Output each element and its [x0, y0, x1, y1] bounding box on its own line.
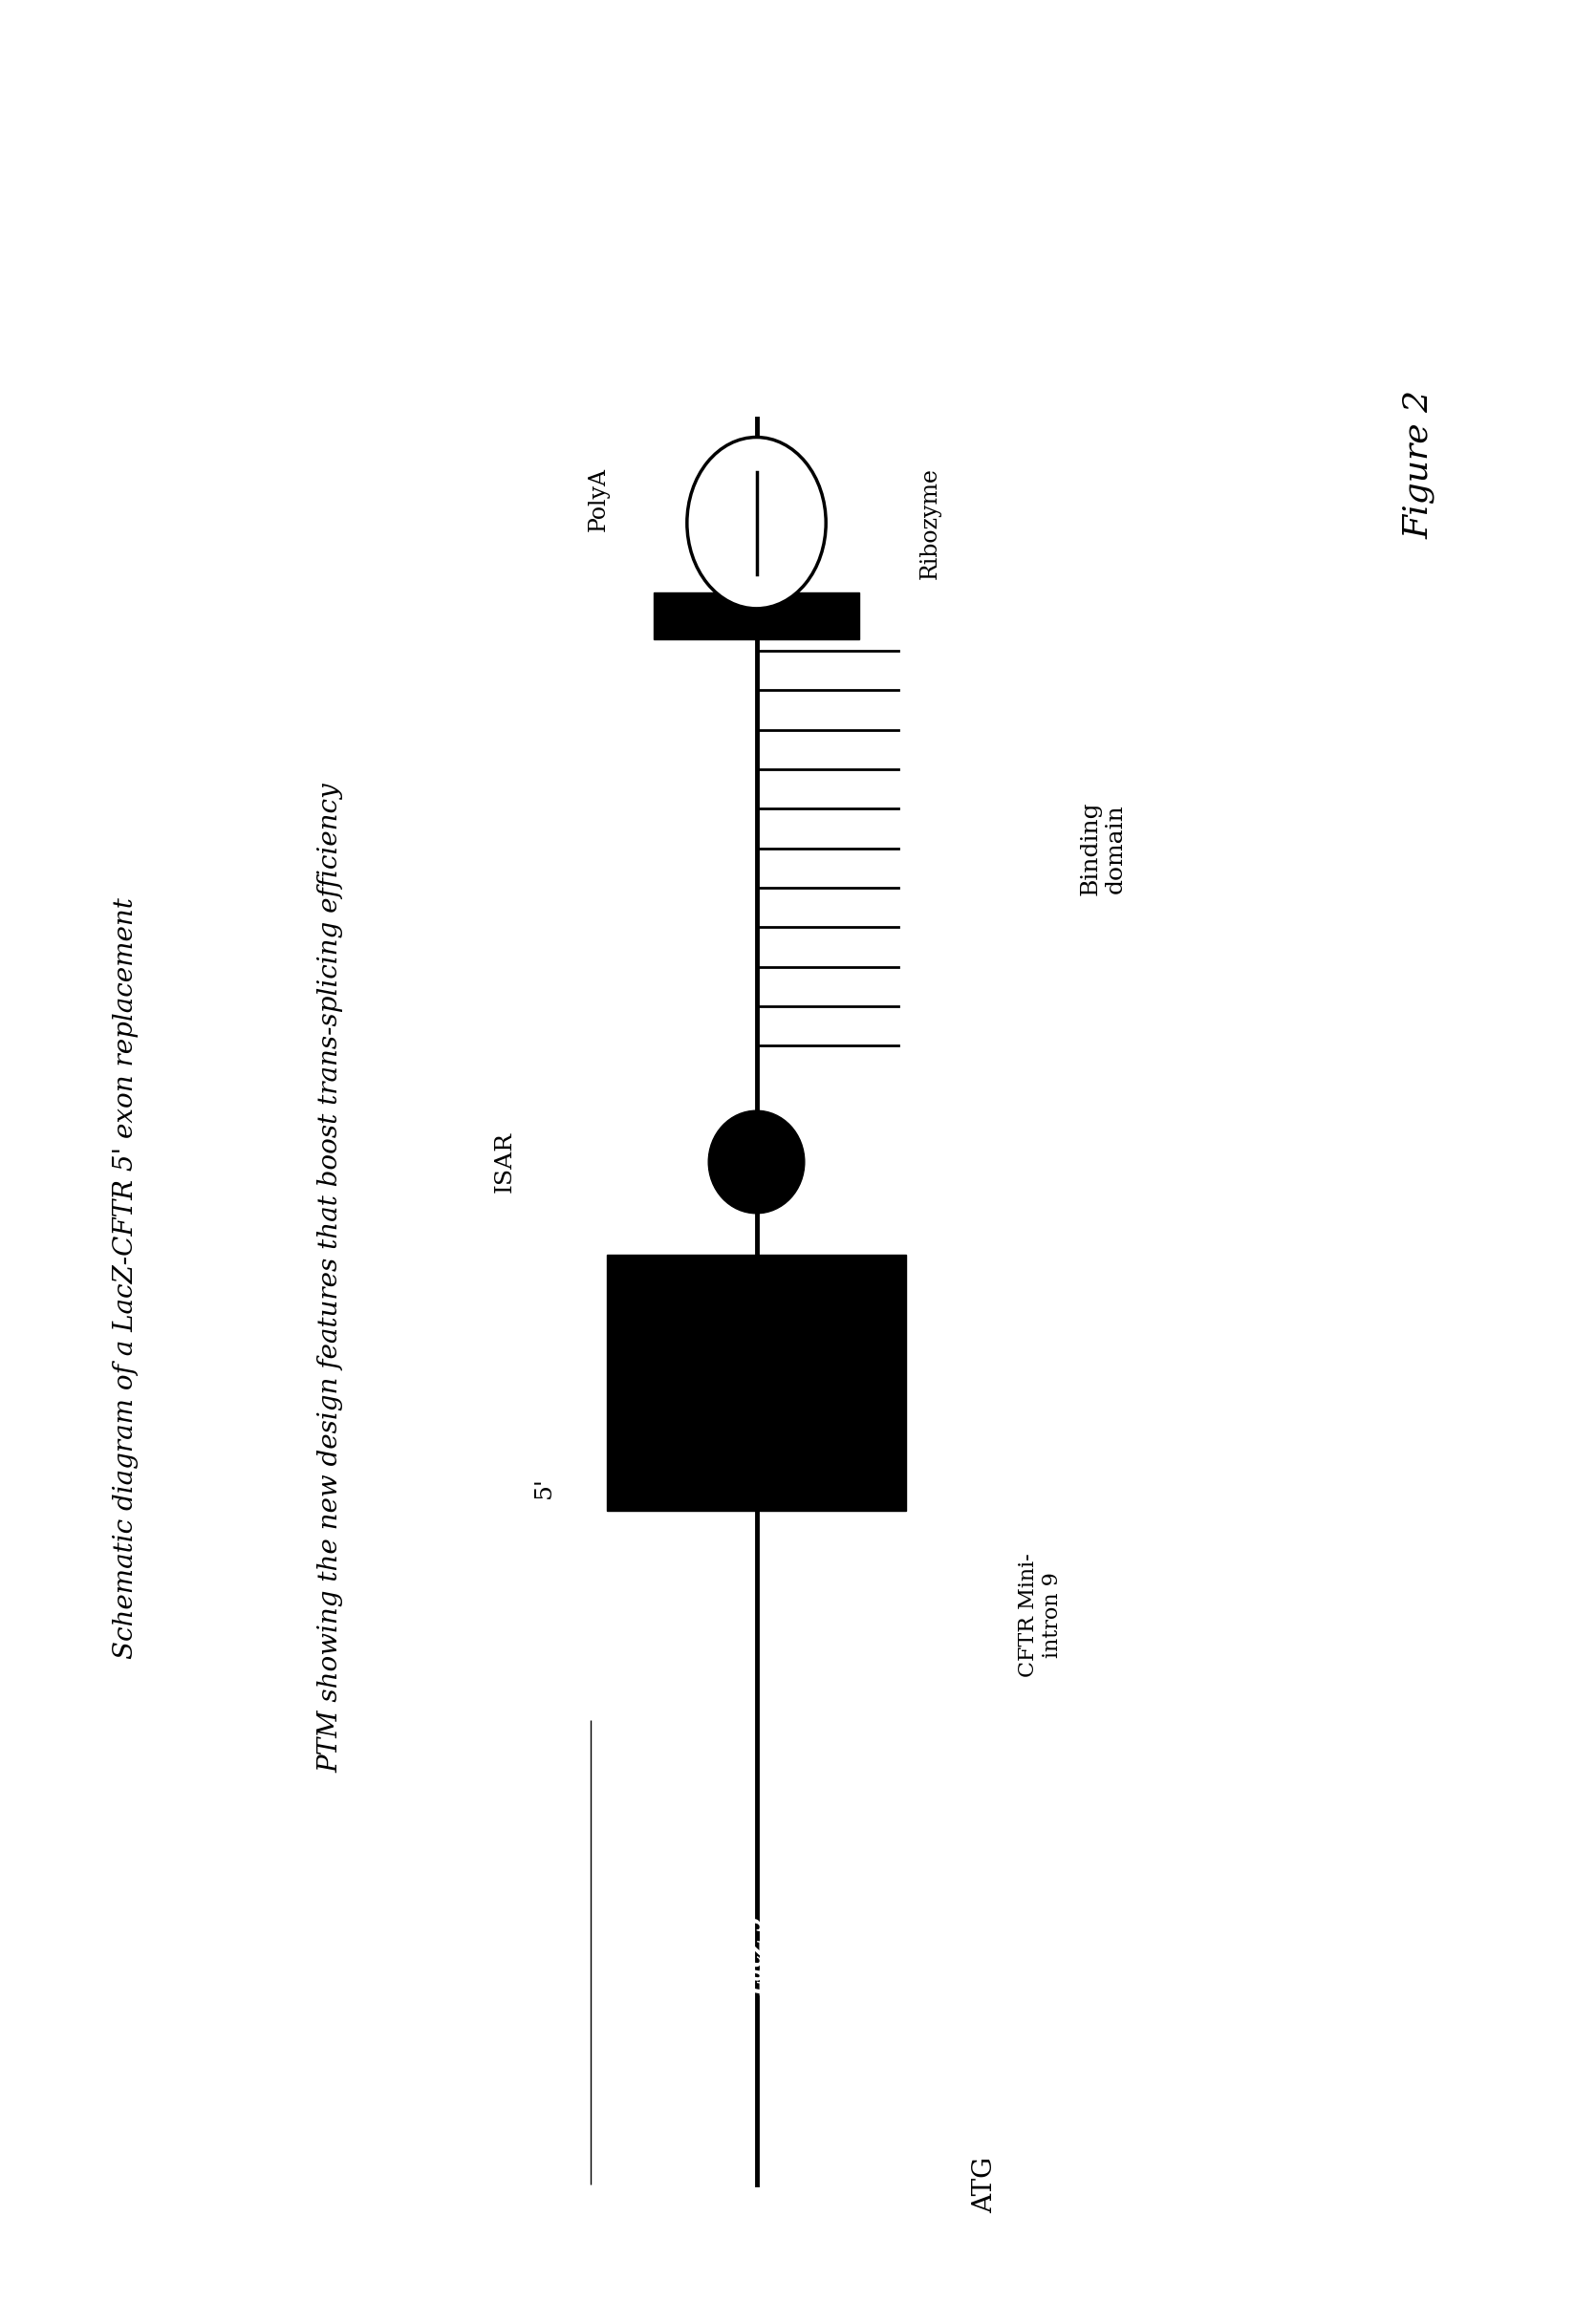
Text: PolyA: PolyA [587, 467, 610, 532]
Ellipse shape [707, 1111, 805, 1213]
Text: ISAR: ISAR [493, 1132, 515, 1192]
Text: LacZ 5': LacZ 5' [745, 1910, 767, 1994]
Ellipse shape [687, 437, 825, 609]
Text: 5': 5' [532, 1476, 554, 1499]
Text: CFTR Mini-
intron 9: CFTR Mini- intron 9 [1017, 1552, 1062, 1678]
Bar [654, 593, 858, 639]
Text: Ribozyme: Ribozyme [918, 467, 940, 579]
Text: Figure 2: Figure 2 [1402, 390, 1433, 539]
Text: Binding
domain: Binding domain [1079, 802, 1126, 895]
Text: ATG: ATG [972, 2157, 997, 2212]
Text: Schematic diagram of a LacZ-CFTR 5' exon replacement: Schematic diagram of a LacZ-CFTR 5' exon… [113, 897, 139, 1659]
Text: PTM showing the new design features that boost trans-splicing efficiency: PTM showing the new design features that… [318, 783, 343, 1773]
